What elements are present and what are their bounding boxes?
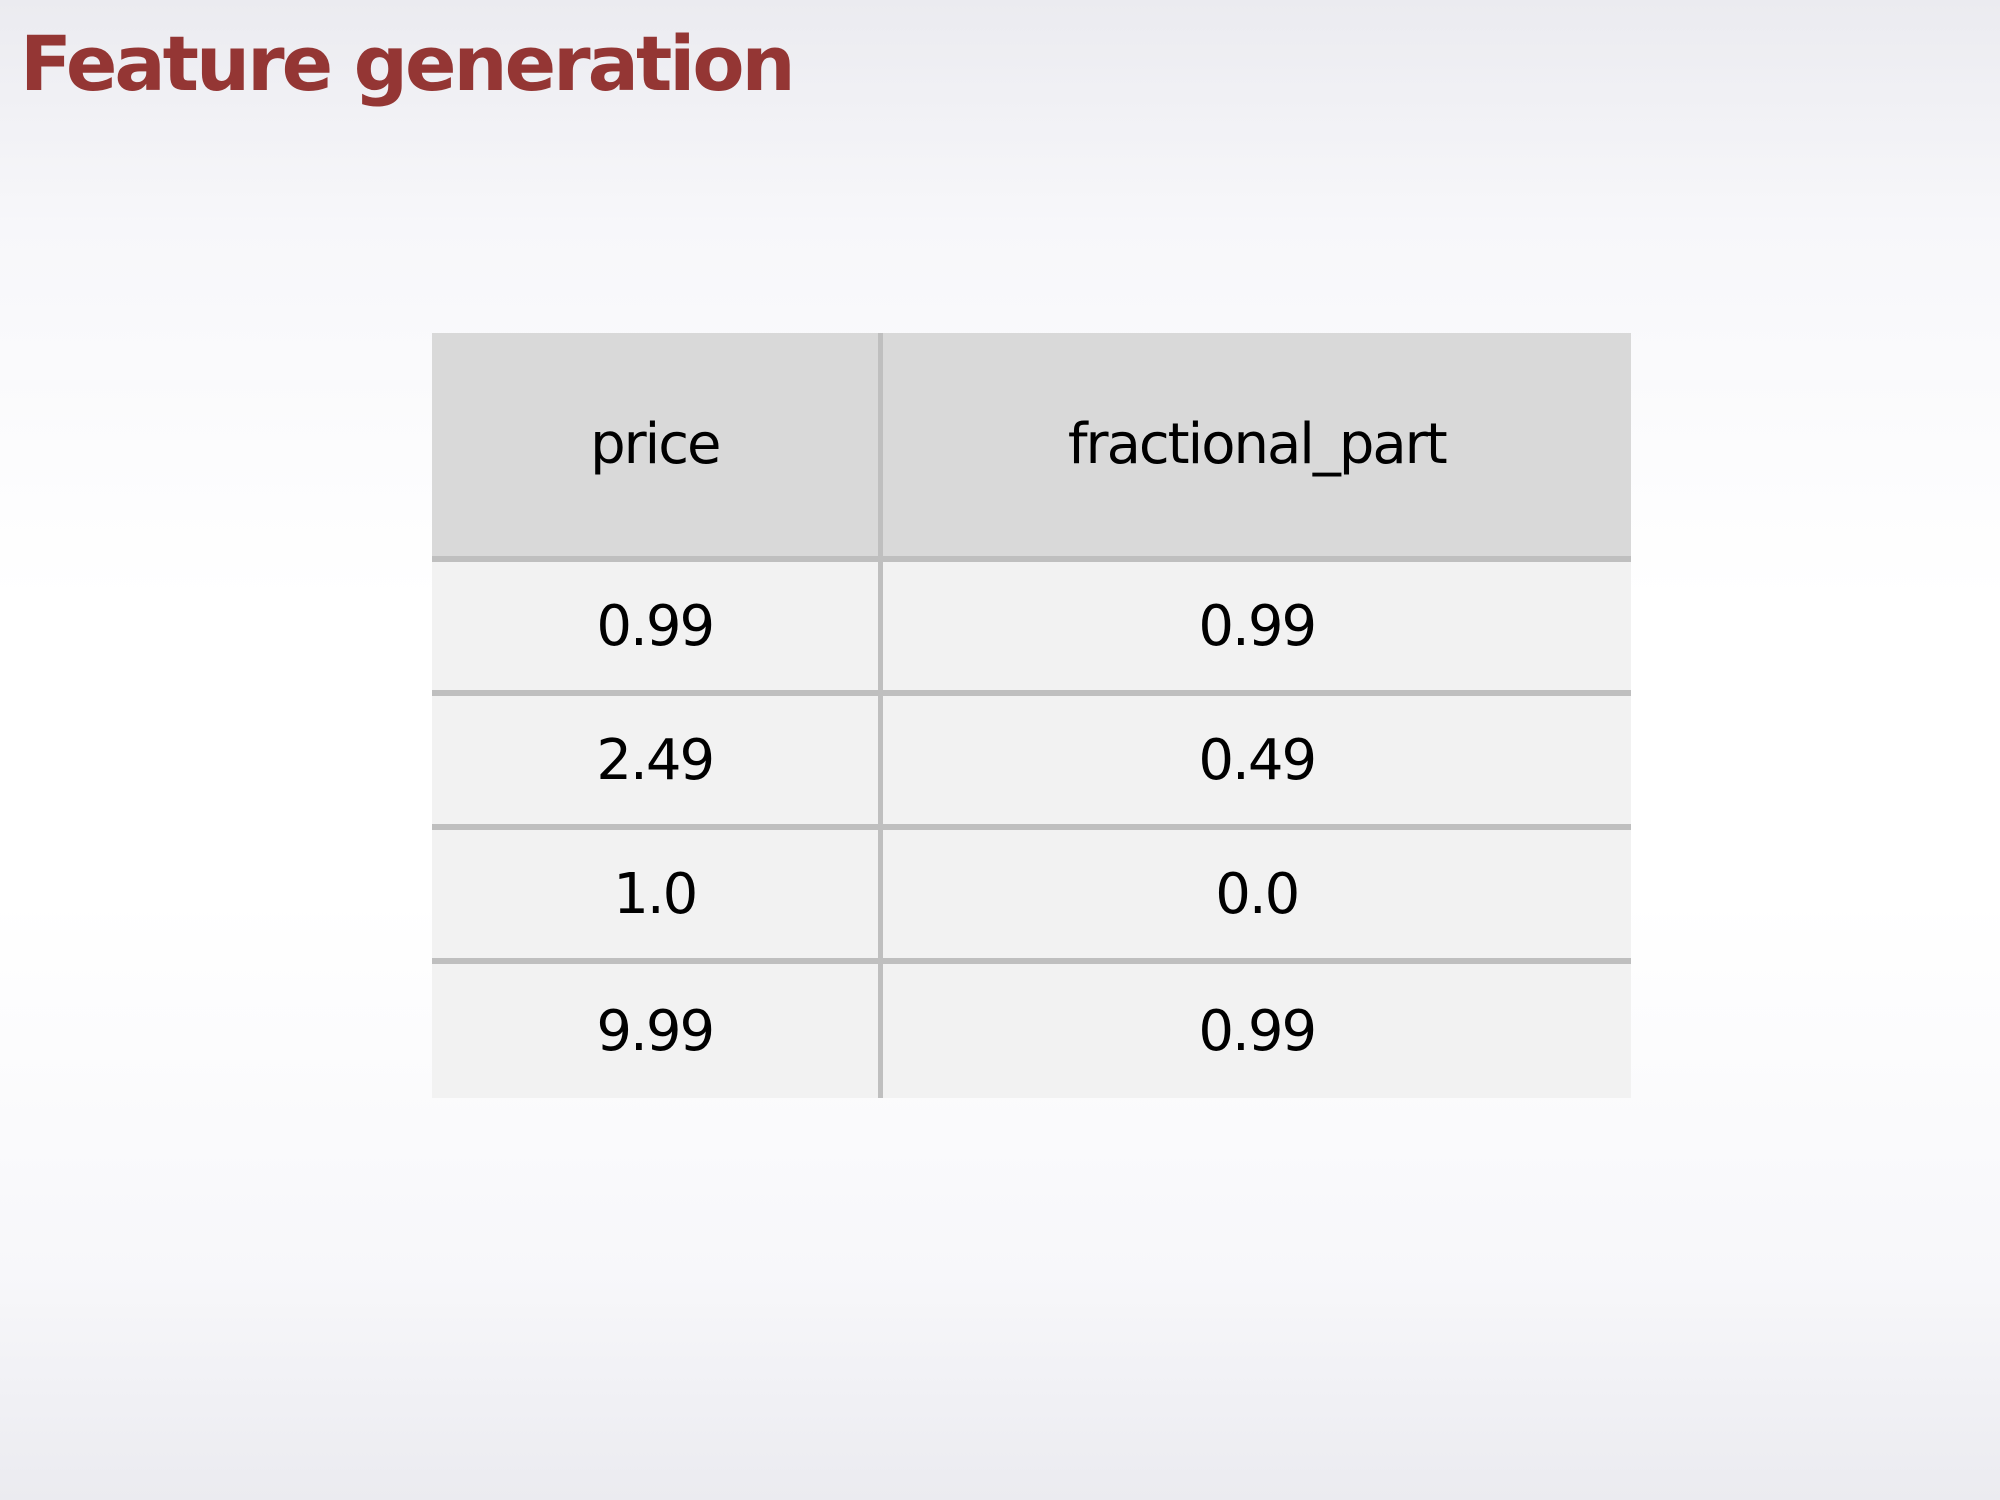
column-header-fractional-part: fractional_part bbox=[880, 333, 1631, 562]
table-cell-price: 9.99 bbox=[432, 961, 883, 1098]
slide-title: Feature generation bbox=[20, 19, 796, 108]
table-row: 1.0 0.0 bbox=[432, 827, 1631, 964]
table-cell-price: 0.99 bbox=[432, 559, 883, 696]
table-cell-fractional-part: 0.49 bbox=[880, 693, 1631, 830]
table-cell-price: 2.49 bbox=[432, 693, 883, 830]
table-cell-fractional-part: 0.0 bbox=[880, 827, 1631, 964]
table-cell-fractional-part: 0.99 bbox=[880, 559, 1631, 696]
column-header-price: price bbox=[432, 333, 883, 562]
table-row: 2.49 0.49 bbox=[432, 693, 1631, 830]
table-cell-fractional-part: 0.99 bbox=[880, 961, 1631, 1098]
table-header-row: price fractional_part bbox=[432, 333, 1631, 562]
data-table: price fractional_part 0.99 0.99 2.49 0.4… bbox=[432, 333, 1631, 1098]
table-cell-price: 1.0 bbox=[432, 827, 883, 964]
table-row: 9.99 0.99 bbox=[432, 961, 1631, 1098]
table-row: 0.99 0.99 bbox=[432, 559, 1631, 696]
